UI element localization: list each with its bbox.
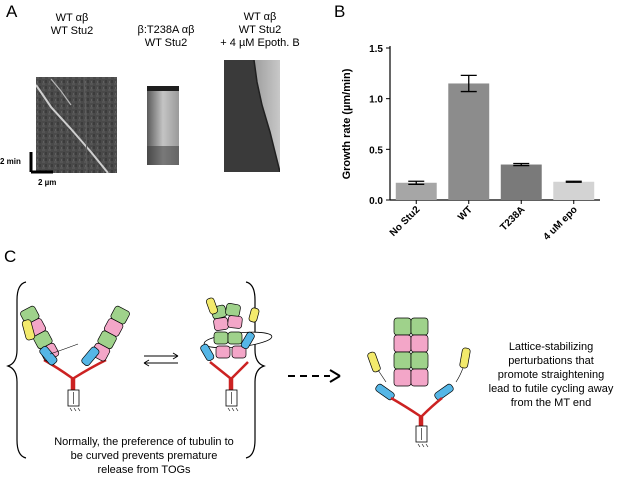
y-axis-label: Growth rate (µm/min): [341, 68, 353, 179]
x-tick-label: WT: [456, 204, 475, 223]
kymo1-label: WT αβ WT Stu2: [38, 12, 106, 38]
scale-time-label: 2 min: [0, 157, 21, 166]
x-tick-label: T238A: [498, 204, 527, 233]
kymo3-label-line1: WT αβ: [243, 11, 277, 23]
bar: [395, 182, 437, 200]
bar: [500, 164, 542, 200]
scale-bar: [29, 152, 53, 174]
kymo2-label: β:T238A αβ WT Stu2: [126, 24, 206, 50]
y-tick-label: 1.0: [369, 95, 383, 106]
panel-c-letter: C: [4, 247, 17, 266]
growth-rate-chart: 0.0 0.5 1.0 1.5 Growth rate (µm/min) No Stu2 W…: [341, 44, 600, 243]
kymo3-label: WT αβ WT Stu2 + 4 µM Epoth. B: [212, 11, 308, 50]
stu2-dimer-bound: [200, 297, 273, 412]
x-tick-label: No Stu2: [388, 204, 423, 239]
y-tick-label: 0.0: [369, 196, 383, 207]
panel-c-side-text: Lattice-stabilizing perturbations that p…: [488, 341, 614, 409]
free-stu2-dimer: [367, 347, 471, 448]
scale-length-label: 2 µm: [38, 178, 57, 187]
left-brace: [6, 281, 27, 459]
kymo3-label-line2: WT Stu2: [238, 24, 282, 36]
kymo2-label-line1: β:T238A αβ: [137, 24, 195, 36]
y-tick-label: 1.5: [369, 44, 383, 55]
stu2-dimer-open: [20, 305, 130, 412]
kymo1-label-line2: WT Stu2: [50, 25, 94, 37]
straight-tubulin-complex: [393, 317, 429, 387]
kymo2-label-line2: WT Stu2: [144, 37, 188, 49]
tog-tubulin-diagram: [6, 281, 471, 459]
kymo3-label-line3: + 4 µM Epoth. B: [220, 37, 300, 49]
panel-b-letter: B: [334, 2, 346, 21]
right-brace: [245, 281, 266, 459]
kymograph-t238a: [147, 86, 179, 165]
kymo1-label-line1: WT αβ: [55, 12, 89, 24]
y-tick-label: 0.5: [369, 145, 383, 156]
dashed-arrow: [288, 369, 341, 383]
bar: [448, 83, 490, 200]
panel-c-caption: Normally, the preference of tubulin to b…: [54, 436, 234, 476]
x-tick-label: 4 uM epo: [541, 204, 579, 242]
kymograph-epothilone: [224, 60, 280, 172]
equilibrium-arrows: [143, 352, 179, 367]
kymograph-wt: [36, 77, 117, 173]
bar: [553, 181, 595, 200]
panel-a-letter: A: [6, 2, 18, 21]
